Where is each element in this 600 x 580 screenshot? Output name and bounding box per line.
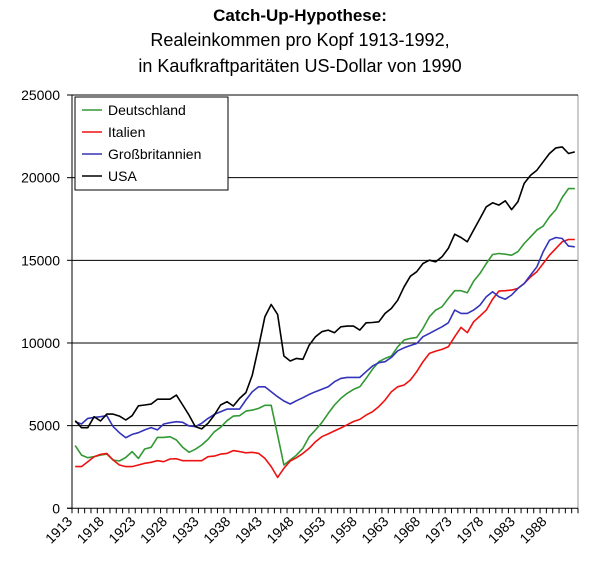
x-tick-label: 1948 [263, 513, 296, 546]
x-tick-label: 1913 [42, 513, 75, 546]
legend-label: Deutschland [108, 102, 186, 118]
series-line-usa [74, 146, 575, 430]
chart-subtitle-line-1: Realeinkommen pro Kopf 1913-1992, [150, 30, 449, 50]
x-tick-label: 1953 [295, 513, 328, 546]
y-tick-label: 0 [52, 500, 60, 516]
legend-label: Großbritannien [108, 146, 201, 162]
x-tick-label: 1943 [232, 513, 265, 546]
x-tick-label: 1918 [74, 513, 107, 546]
legend: Deutschland Italien Großbritannien USA [74, 96, 229, 191]
y-tick-label: 20000 [21, 170, 60, 186]
y-axis-tick-labels: 0 5000 10000 15000 20000 25000 [21, 87, 60, 516]
series-line-italien [75, 238, 575, 479]
x-tick-label: 1973 [421, 513, 454, 546]
y-tick-label: 15000 [21, 252, 60, 268]
legend-label: Italien [108, 124, 145, 140]
chart-title: Catch-Up-Hypothese: [213, 6, 387, 25]
legend-box [74, 96, 229, 191]
gridlines [67, 94, 579, 509]
x-tick-label: 1923 [105, 513, 138, 546]
x-tick-label: 1938 [200, 513, 233, 546]
y-tick-label: 5000 [29, 418, 60, 434]
x-tick-label: 1983 [485, 513, 518, 546]
chart-subtitle-line-2: in Kaufkraftparitäten US-Dollar von 1990 [138, 56, 461, 76]
series-line-großbritannien [74, 236, 575, 439]
x-tick-label: 1963 [358, 513, 391, 546]
y-tick-label: 25000 [21, 87, 60, 103]
y-tick-label: 10000 [21, 335, 60, 351]
x-tick-label: 1988 [516, 513, 549, 546]
series-lines [74, 146, 575, 479]
series-line-deutschland [74, 187, 575, 466]
legend-label: USA [108, 168, 137, 184]
x-tick-label: 1978 [453, 513, 486, 546]
x-tick-label: 1968 [390, 513, 423, 546]
x-tick-label: 1933 [168, 513, 201, 546]
x-tick-label: 1928 [137, 513, 170, 546]
x-tick-label: 1958 [327, 513, 360, 546]
